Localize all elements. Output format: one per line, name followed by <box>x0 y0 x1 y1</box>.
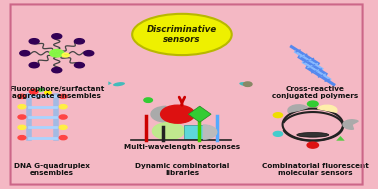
Circle shape <box>18 105 26 109</box>
Text: Dynamic combinatorial
libraries: Dynamic combinatorial libraries <box>135 163 229 176</box>
Text: Cross-reactive
conjugated polymers: Cross-reactive conjugated polymers <box>272 86 358 99</box>
Polygon shape <box>336 136 345 141</box>
Ellipse shape <box>297 132 329 137</box>
Circle shape <box>52 34 62 39</box>
Circle shape <box>59 136 67 140</box>
Circle shape <box>273 113 283 118</box>
Polygon shape <box>184 125 209 139</box>
Circle shape <box>152 123 184 139</box>
Circle shape <box>29 39 39 44</box>
Circle shape <box>29 89 38 94</box>
Ellipse shape <box>113 82 125 86</box>
Circle shape <box>45 91 51 94</box>
Circle shape <box>18 136 26 140</box>
Polygon shape <box>188 106 211 122</box>
Ellipse shape <box>239 82 251 86</box>
Circle shape <box>18 125 26 129</box>
Circle shape <box>307 101 318 107</box>
Circle shape <box>144 98 152 102</box>
Ellipse shape <box>132 14 232 55</box>
Circle shape <box>307 142 319 148</box>
Circle shape <box>59 115 67 119</box>
Circle shape <box>59 125 67 129</box>
Wedge shape <box>318 105 337 112</box>
Wedge shape <box>203 125 217 139</box>
Circle shape <box>62 53 69 57</box>
Circle shape <box>273 131 283 136</box>
Circle shape <box>18 115 26 119</box>
Circle shape <box>52 67 62 73</box>
Text: Fluorophore/surfactant
aggregate ensembles: Fluorophore/surfactant aggregate ensembl… <box>9 86 104 99</box>
Circle shape <box>29 63 39 68</box>
Circle shape <box>74 39 84 44</box>
Text: Discriminative
sensors: Discriminative sensors <box>147 25 217 44</box>
Circle shape <box>18 94 26 98</box>
Circle shape <box>59 105 67 109</box>
Circle shape <box>20 51 30 56</box>
Polygon shape <box>108 81 112 85</box>
Circle shape <box>38 88 43 91</box>
Circle shape <box>74 63 84 68</box>
Circle shape <box>84 51 94 56</box>
Wedge shape <box>343 120 358 129</box>
Circle shape <box>243 82 252 86</box>
Text: DNA G-quadruplex
ensembles: DNA G-quadruplex ensembles <box>14 163 89 176</box>
Circle shape <box>50 50 64 57</box>
Wedge shape <box>288 105 308 112</box>
Text: Combinatorial fluorescent
molecular sensors: Combinatorial fluorescent molecular sens… <box>262 163 369 176</box>
Circle shape <box>161 105 195 123</box>
Wedge shape <box>151 106 166 122</box>
Text: Multi-wavelength responses: Multi-wavelength responses <box>124 144 240 150</box>
Circle shape <box>59 94 67 98</box>
